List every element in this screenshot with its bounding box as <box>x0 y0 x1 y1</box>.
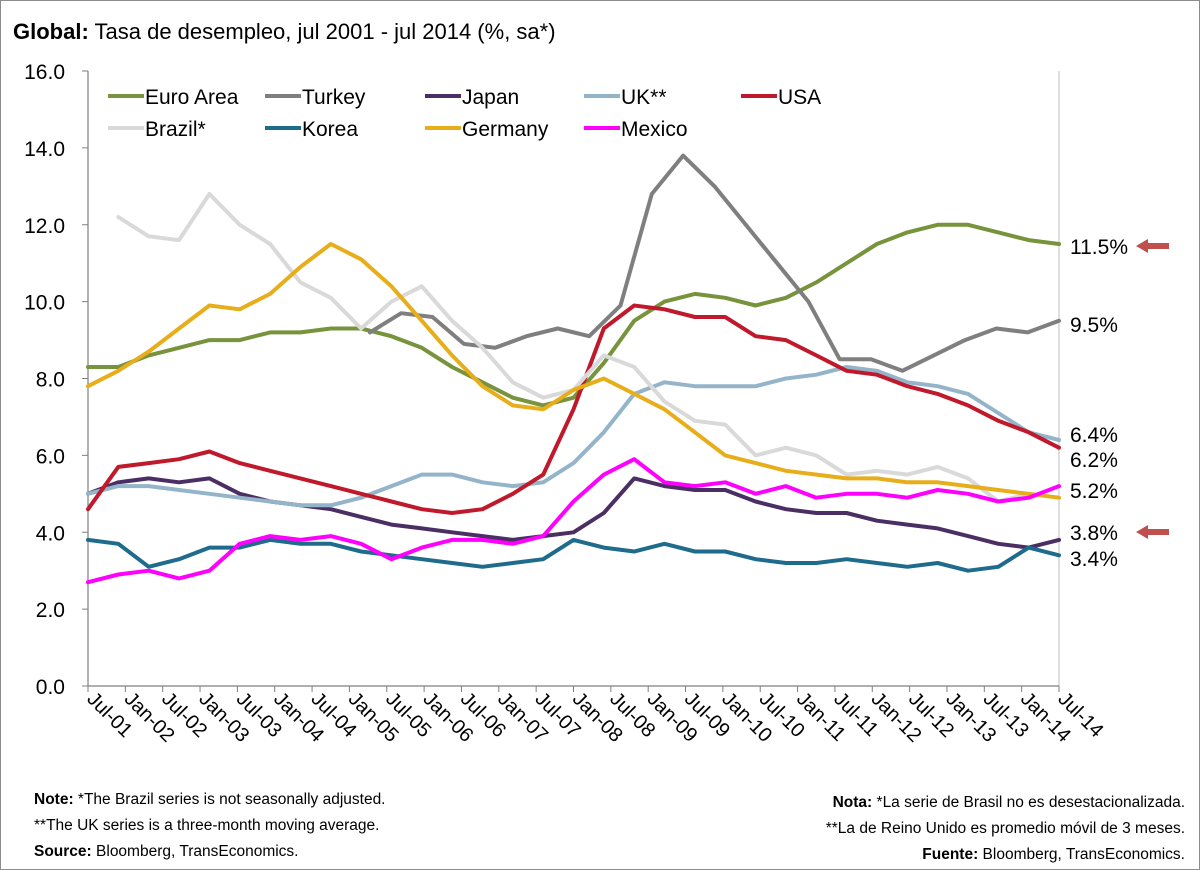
note-left-2: **The UK series is a three-month moving … <box>34 817 379 835</box>
note-right-2-text: **La de Reino Unido es promedio móvil de… <box>825 820 1185 837</box>
y-tick-label: 8.0 <box>36 369 65 392</box>
end-label: 3.8% <box>1070 522 1118 545</box>
legend-label-japan: Japan <box>462 86 519 109</box>
y-tick-label: 16.0 <box>24 61 65 84</box>
series-line-korea <box>86 537 1061 573</box>
note-left-2-text: **The UK series is a three-month moving … <box>34 817 380 834</box>
note-left-3-bold: Source: <box>34 843 92 860</box>
legend-label-mexico: Mexico <box>621 118 688 141</box>
legend-label-korea: Korea <box>302 118 358 141</box>
y-tick-label: 14.0 <box>24 138 65 161</box>
left-arrow-icon <box>1136 239 1169 253</box>
series-line-mexico <box>86 457 1061 585</box>
note-left-3: Source: Bloomberg, TransEconomics. <box>34 843 298 861</box>
end-label: 11.5% <box>1070 236 1128 259</box>
note-left-3-text: Bloomberg, TransEconomics. <box>96 843 299 860</box>
legend-label-euroarea: Euro Area <box>145 86 239 109</box>
note-right-3-text: Bloomberg, TransEconomics. <box>982 846 1185 863</box>
series-line-germany <box>86 242 1061 500</box>
end-label: 6.4% <box>1070 424 1118 447</box>
end-label: 9.5% <box>1070 314 1118 337</box>
axes: 0.02.04.06.08.010.012.014.016.0Jul-01Jan… <box>24 61 1107 747</box>
chart-title-text: Tasa de desempleo, jul 2001 - jul 2014 (… <box>94 19 556 44</box>
series-line-usa <box>86 303 1061 515</box>
note-right-3: Fuente: Bloomberg, TransEconomics. <box>922 846 1185 864</box>
end-label: 6.2% <box>1070 449 1118 472</box>
y-tick-label: 12.0 <box>24 215 65 238</box>
note-left-1-text: *The Brazil series is not seasonally adj… <box>77 791 386 808</box>
note-right-1: Nota: *La serie de Brasil no es desestac… <box>833 794 1185 812</box>
end-labels: 11.5% 9.5% 6.4%6.2% 5.2% 3.8% 3.4% <box>1070 236 1169 571</box>
note-right-1-text: *La serie de Brasil no es desestacionali… <box>876 794 1185 811</box>
left-arrow-icon <box>1136 525 1169 539</box>
note-right-1-bold: Nota: <box>832 794 873 811</box>
y-tick-label: 0.0 <box>36 676 65 699</box>
end-label: 5.2% <box>1070 480 1118 503</box>
y-tick-label: 10.0 <box>24 292 65 315</box>
series-lines <box>86 153 1061 585</box>
series-line-turkey <box>367 153 1061 373</box>
note-right-3-bold: Fuente: <box>922 846 979 863</box>
legend-label-usa: USA <box>778 86 821 109</box>
legend-label-germany: Germany <box>462 118 549 141</box>
end-label: 3.4% <box>1070 548 1118 571</box>
chart-title-bold: Global: <box>13 19 89 44</box>
legend: Euro Area Turkey Japan UK** USA Brazil* Korea G… <box>108 86 821 141</box>
y-tick-label: 6.0 <box>36 445 65 468</box>
legend-label-brazil: Brazil* <box>145 118 206 141</box>
series-line-japan <box>86 476 1061 550</box>
series-line-euroarea <box>86 222 1061 408</box>
legend-label-turkey: Turkey <box>302 86 366 109</box>
y-tick-label: 4.0 <box>36 522 65 545</box>
series-line-uk <box>86 365 1061 508</box>
note-right-2: **La de Reino Unido es promedio móvil de… <box>826 820 1185 838</box>
series-line-brazil <box>116 192 1061 504</box>
note-left-1-bold: Note: <box>34 791 74 808</box>
chart-title: Global: Tasa de desempleo, jul 2001 - ju… <box>13 19 556 45</box>
legend-label-uk: UK** <box>621 86 667 109</box>
note-left-1: Note: *The Brazil series is not seasonal… <box>34 791 386 809</box>
y-tick-label: 2.0 <box>36 599 65 622</box>
